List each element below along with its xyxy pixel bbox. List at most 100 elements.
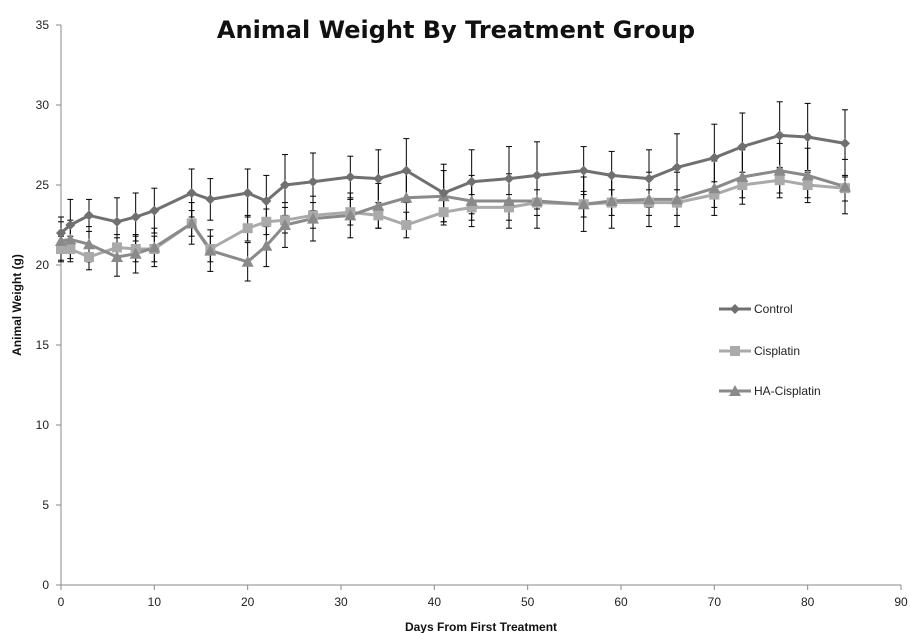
ha-cisplatin-legend-label: HA-Cisplatin xyxy=(754,384,821,398)
x-tick-label: 40 xyxy=(428,595,442,609)
y-tick-label: 35 xyxy=(36,18,50,32)
cisplatin-data-point xyxy=(737,180,748,190)
ha-cisplatin-data-point xyxy=(111,251,123,262)
ha-cisplatin-data-point xyxy=(344,209,357,221)
ha-cisplatin-data-point xyxy=(241,255,254,267)
cisplatin-data-point xyxy=(504,202,514,213)
ha-cisplatin-data-point xyxy=(129,247,142,259)
cisplatin-series-line xyxy=(61,178,846,259)
x-tick-label: 80 xyxy=(801,595,815,609)
ha-cisplatin-data-point xyxy=(801,169,814,181)
cisplatin-data-point xyxy=(401,220,412,230)
ha-cisplatin-data-point xyxy=(55,235,67,246)
ha-cisplatin-data-point xyxy=(400,191,413,203)
cisplatin-data-point xyxy=(802,180,813,190)
y-tick-label: 20 xyxy=(36,258,50,272)
cisplatin-data-point xyxy=(373,210,384,221)
control-data-point xyxy=(84,210,94,221)
control-series-line xyxy=(60,133,846,235)
control-legend-marker xyxy=(730,304,740,314)
cisplatin-legend-marker xyxy=(730,346,740,356)
ha-cisplatin-series-line xyxy=(60,169,846,264)
control-data-point xyxy=(644,173,654,184)
ha-cisplatin-data-point xyxy=(708,182,721,194)
axes: 0 5 10 15 20 25 30 35 0 10 20 30 40 50 60 70 80 90 xyxy=(36,18,908,609)
cisplatin-legend-label: Cisplatin xyxy=(754,344,800,358)
x-tick-label: 30 xyxy=(334,595,348,609)
y-axis-label: Animal Weight (g) xyxy=(10,254,24,356)
control-data-point xyxy=(242,188,253,198)
control-data-point xyxy=(345,172,356,182)
cisplatin-data-point xyxy=(242,223,253,234)
ha-cisplatin-data-point xyxy=(531,195,543,206)
y-tick-label: 25 xyxy=(36,178,50,192)
cisplatin-data-point xyxy=(56,244,66,254)
control-data-point xyxy=(308,176,318,187)
cisplatin-data-point xyxy=(438,207,449,218)
x-axis-label: Days From First Treatment xyxy=(405,620,557,633)
control-data-point xyxy=(672,162,682,173)
x-tick-label: 0 xyxy=(58,595,65,609)
control-data-point xyxy=(261,196,272,206)
ha-cisplatin-data-point xyxy=(148,241,161,253)
control-data-point xyxy=(606,170,617,181)
data-markers xyxy=(55,130,851,267)
ha-cisplatin-data-point xyxy=(279,219,291,230)
y-tick-label: 30 xyxy=(36,98,50,112)
ha-cisplatin-data-point xyxy=(64,233,77,245)
control-data-point xyxy=(130,212,141,222)
ha-cisplatin-data-point xyxy=(671,193,683,205)
x-tick-label: 10 xyxy=(148,595,162,609)
control-data-point xyxy=(709,152,720,163)
legend: Control Cisplatin HA-Cisplatin xyxy=(719,302,821,398)
x-tick-label: 90 xyxy=(894,595,908,609)
control-data-point xyxy=(65,220,76,230)
ha-cisplatin-data-point xyxy=(839,180,851,192)
ha-cisplatin-data-point xyxy=(307,212,319,224)
control-legend-label: Control xyxy=(754,302,793,316)
control-data-point xyxy=(532,170,542,181)
cisplatin-data-point xyxy=(65,244,76,254)
ha-cisplatin-data-point xyxy=(577,198,590,210)
ha-cisplatin-data-point xyxy=(185,217,198,229)
ha-cisplatin-data-point xyxy=(372,199,385,211)
control-data-point xyxy=(840,138,850,149)
ha-cisplatin-data-point xyxy=(260,239,273,251)
control-data-point xyxy=(802,132,813,142)
ha-cisplatin-data-point xyxy=(465,195,478,206)
y-tick-label: 10 xyxy=(36,418,50,432)
y-tick-label: 15 xyxy=(36,338,50,352)
cisplatin-data-point xyxy=(466,202,477,213)
ha-cisplatin-data-point xyxy=(773,164,786,176)
cisplatin-data-point xyxy=(709,189,720,200)
cisplatin-data-point xyxy=(112,242,122,253)
control-data-point xyxy=(280,180,290,190)
x-tick-label: 50 xyxy=(521,595,535,609)
control-data-point xyxy=(438,188,449,198)
y-tick-label: 5 xyxy=(42,498,49,512)
control-data-point xyxy=(504,173,514,184)
x-tick-label: 60 xyxy=(614,595,628,609)
control-data-point xyxy=(149,205,160,216)
control-data-point xyxy=(373,173,384,184)
chart-title: Animal Weight By Treatment Group xyxy=(217,16,695,44)
control-data-point xyxy=(401,165,412,176)
control-data-point xyxy=(56,228,66,238)
cisplatin-data-point xyxy=(261,216,272,227)
cisplatin-data-point xyxy=(774,175,785,186)
ha-cisplatin-data-point xyxy=(643,193,655,205)
control-data-point xyxy=(578,165,589,176)
series-lines xyxy=(60,133,846,264)
x-tick-label: 20 xyxy=(241,595,255,609)
y-tick-label: 0 xyxy=(42,578,49,592)
ha-cisplatin-data-point xyxy=(83,238,95,250)
control-data-point xyxy=(737,141,748,152)
error-bars xyxy=(58,101,848,282)
ha-cisplatin-data-point xyxy=(736,171,749,182)
ha-cisplatin-data-point xyxy=(503,195,515,206)
ha-cisplatin-legend-marker xyxy=(729,385,741,396)
control-data-point xyxy=(112,216,122,227)
control-data-point xyxy=(774,130,785,141)
control-data-point xyxy=(186,188,197,198)
